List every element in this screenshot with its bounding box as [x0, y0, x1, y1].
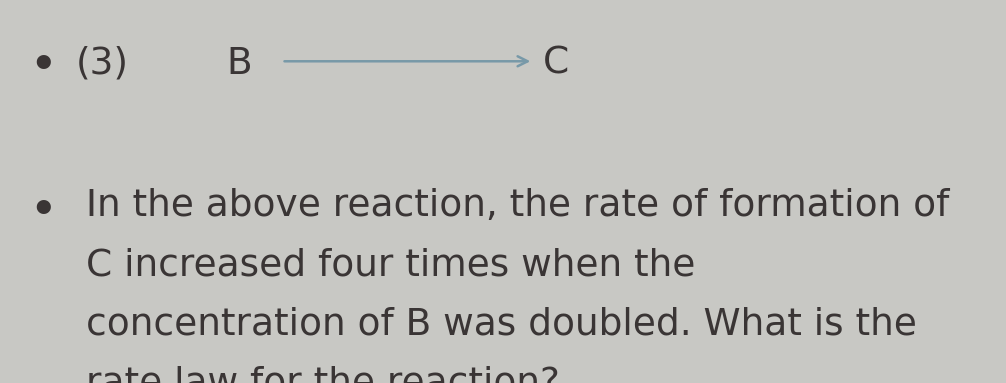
Text: •: • [30, 46, 55, 86]
Text: rate law for the reaction?: rate law for the reaction? [86, 366, 559, 383]
Text: B: B [226, 46, 252, 82]
Text: •: • [30, 192, 55, 231]
Text: C increased four times when the: C increased four times when the [86, 247, 695, 283]
Text: (3): (3) [75, 46, 129, 82]
Text: C: C [543, 46, 569, 82]
Text: concentration of B was doubled. What is the: concentration of B was doubled. What is … [86, 306, 916, 342]
Text: In the above reaction, the rate of formation of: In the above reaction, the rate of forma… [86, 188, 949, 224]
